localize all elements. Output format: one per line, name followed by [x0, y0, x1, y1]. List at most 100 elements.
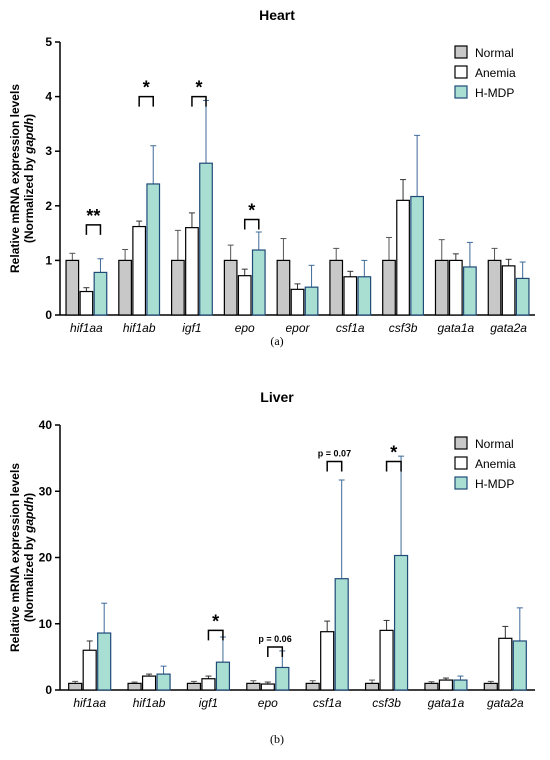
bar-h-mdp-gata1a [463, 266, 477, 316]
bar-h-mdp-epor [304, 286, 319, 316]
y-axis-label-suffix: ) [22, 114, 36, 118]
significance-bracket [267, 646, 284, 657]
x-tick-label: hif1ab [133, 696, 166, 710]
bar-anemia-gata2a [501, 265, 516, 316]
bar-anemia-hif1ab [132, 225, 147, 316]
bar-normal-csf3b [382, 259, 396, 316]
significance-bracket [85, 224, 102, 235]
x-tick-label: hif1ab [123, 321, 156, 335]
bar-h-mdp-csf1a [334, 578, 349, 691]
bar-normal-hif1aa [68, 682, 83, 691]
y-axis-label-suffix: ) [22, 493, 36, 497]
bar-normal-epo [223, 259, 238, 316]
bar-anemia-epor [290, 288, 305, 316]
chart-title: Liver [260, 389, 294, 405]
significance-label: * [248, 200, 255, 220]
y-tick-label: 3 [45, 144, 52, 158]
panel-caption: (b) [270, 732, 284, 746]
x-tick-label: hif1aa [73, 696, 106, 710]
x-tick-label: gata2a [487, 696, 524, 710]
bar-h-mdp-gata2a [515, 277, 530, 316]
bar-normal-gata2a [483, 682, 498, 691]
bar-h-mdp-gata1a [453, 679, 468, 691]
bar-h-mdp-csf3b [393, 554, 409, 691]
legend-swatch [454, 85, 468, 99]
bar-normal-gata1a [424, 682, 439, 691]
y-tick-label: 1 [45, 253, 52, 267]
bar-anemia-csf3b [396, 199, 410, 316]
significance-label: * [212, 611, 219, 631]
bar-normal-hif1aa [65, 259, 80, 316]
y-axis-label: Relative mRNA expression levels [8, 84, 22, 273]
legend-label: Anemia [475, 66, 516, 80]
y-tick-label: 4 [45, 90, 52, 104]
y-tick-label: 0 [45, 308, 52, 322]
bar-normal-igf1 [170, 259, 185, 316]
bar-h-mdp-hif1ab [156, 673, 171, 691]
y-tick-label: 10 [39, 617, 53, 631]
bar-normal-gata1a [434, 259, 449, 316]
bar-normal-hif1ab [127, 682, 142, 691]
bar-h-mdp-hif1aa [93, 271, 108, 316]
significance-label: p = 0.07 [318, 448, 351, 458]
y-axis-label: Relative mRNA expression levels [8, 463, 22, 652]
bar-normal-csf1a [305, 682, 320, 691]
bar-anemia-hif1aa [79, 290, 94, 316]
y-tick-label: 20 [39, 551, 53, 565]
bar-h-mdp-csf1a [357, 276, 372, 316]
bar-normal-gata2a [487, 259, 502, 316]
legend-label: H-MDP [475, 86, 514, 100]
bar-h-mdp-igf1 [199, 162, 213, 316]
bar-normal-csf1a [329, 259, 344, 316]
x-tick-label: csf1a [336, 321, 365, 335]
y-tick-label: 5 [45, 35, 52, 49]
bar-anemia-epo [237, 275, 252, 316]
legend-label: Normal [475, 46, 514, 60]
x-tick-label: epor [285, 321, 310, 335]
x-tick-label: csf3b [389, 321, 418, 335]
bar-normal-epo [246, 682, 261, 691]
legend-swatch [454, 456, 468, 470]
legend-label: H-MDP [475, 477, 514, 491]
significance-label: * [390, 442, 397, 462]
panel-liver: Liver Relative mRNA expression levels (Nor… [8, 389, 535, 746]
bar-h-mdp-epo [251, 249, 266, 316]
significance-bracket [207, 629, 224, 641]
significance-label: p = 0.06 [258, 634, 291, 644]
y-tick-label: 2 [45, 199, 52, 213]
bar-anemia-gata2a [498, 637, 513, 691]
y-tick-label: 0 [45, 683, 52, 697]
legend-swatch [454, 436, 468, 450]
y-axis-label-normalization: (Normalized by gapdh) [22, 493, 36, 622]
legend-swatch [454, 65, 468, 79]
significance-label: * [143, 78, 150, 98]
x-tick-label: epo [258, 696, 278, 710]
significance-label: ** [86, 206, 100, 226]
panel-caption: (a) [270, 334, 283, 348]
x-tick-label: igf1 [199, 696, 218, 710]
legend-swatch [454, 45, 468, 59]
bar-anemia-igf1 [185, 227, 199, 316]
y-tick-label: 30 [39, 484, 53, 498]
significance-bracket [191, 95, 207, 107]
chart-title: Heart [259, 7, 295, 23]
y-axis-label-prefix: (Normalized by [22, 154, 36, 243]
significance-label: * [195, 78, 202, 98]
x-tick-label: csf1a [313, 696, 342, 710]
significance-bracket [138, 95, 154, 107]
bar-normal-igf1 [186, 682, 202, 691]
x-tick-label: epo [235, 321, 255, 335]
bar-h-mdp-csf3b [410, 195, 425, 316]
x-tick-label: csf3b [372, 696, 401, 710]
legend-label: Normal [475, 437, 514, 451]
bar-h-mdp-hif1ab [146, 183, 161, 316]
x-tick-label: gata2a [490, 321, 527, 335]
significance-bracket [243, 218, 260, 230]
significance-bracket [326, 460, 343, 472]
bar-anemia-hif1aa [82, 649, 97, 691]
bar-h-mdp-gata2a [512, 640, 527, 691]
legend-swatch [454, 476, 468, 490]
bar-anemia-csf1a [320, 631, 335, 691]
